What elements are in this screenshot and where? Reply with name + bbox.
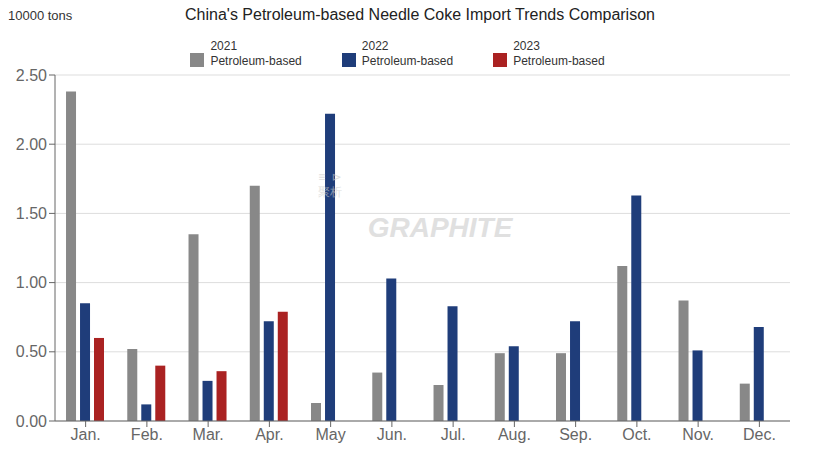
svg-text:1.00: 1.00 bbox=[16, 274, 47, 291]
html-text:2023: 2023 bbox=[513, 39, 540, 53]
svg-text:Mar.: Mar. bbox=[193, 426, 224, 443]
svg-text:1.50: 1.50 bbox=[16, 205, 47, 222]
svg-text:Nov.: Nov. bbox=[682, 426, 714, 443]
html-text:Petroleum-based: Petroleum-based bbox=[361, 54, 454, 68]
html-text:GRAPHITE: GRAPHITE bbox=[367, 212, 513, 243]
svg-text:May: May bbox=[316, 426, 346, 443]
svg-text:Feb.: Feb. bbox=[131, 426, 163, 443]
svg-text:Jan.: Jan. bbox=[71, 426, 101, 443]
html-text:Petroleum-based: Petroleum-based bbox=[513, 54, 605, 68]
html-text:China's Petroleum-based Needle: China's Petroleum-based Needle Coke Impo… bbox=[185, 6, 655, 23]
html-text:≡ ⊳ 聚析: ≡ ⊳ 聚析 bbox=[318, 170, 342, 199]
svg-text:Apr.: Apr. bbox=[255, 426, 283, 443]
svg-text:Dec.: Dec. bbox=[743, 426, 776, 443]
svg-text:2.50: 2.50 bbox=[16, 67, 47, 84]
svg-text:Jun.: Jun. bbox=[377, 426, 407, 443]
svg-text:Jul.: Jul. bbox=[441, 426, 466, 443]
svg-text:0.00: 0.00 bbox=[16, 413, 47, 430]
html-text:Petroleum-based: Petroleum-based bbox=[210, 54, 302, 68]
html-text:2022: 2022 bbox=[361, 39, 389, 53]
svg-text:Aug.: Aug. bbox=[498, 426, 531, 443]
svg-text:Oct.: Oct. bbox=[622, 426, 651, 443]
html-text:10000 tons: 10000 tons bbox=[8, 8, 73, 23]
svg-text:2.00: 2.00 bbox=[16, 136, 47, 153]
svg-text:Sep.: Sep. bbox=[559, 426, 592, 443]
html-text:2021: 2021 bbox=[210, 39, 238, 53]
svg-text:0.50: 0.50 bbox=[16, 343, 47, 360]
